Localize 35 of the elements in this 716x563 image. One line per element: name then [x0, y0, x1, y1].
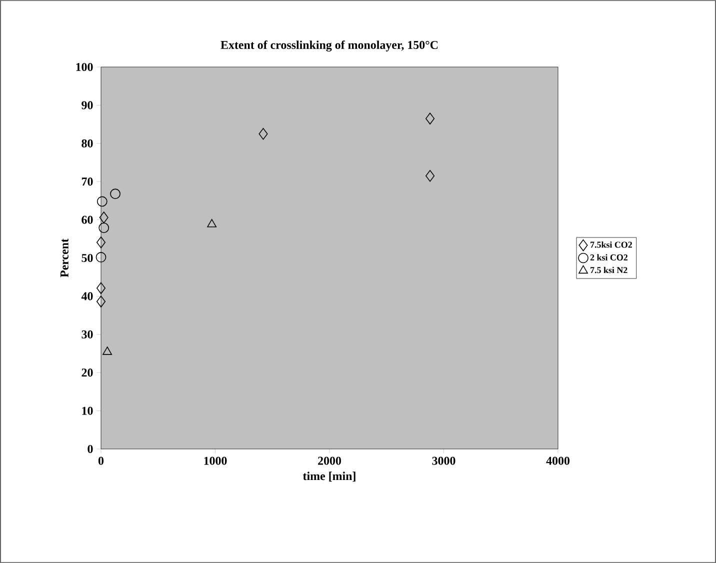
x-axis-title: time [min]: [302, 472, 356, 482]
y-tick-label: 40: [81, 292, 93, 300]
legend-label: 7.5 ksi N2: [590, 266, 628, 274]
point: [96, 196, 108, 207]
point: [207, 219, 217, 228]
x-tick-label: 2000: [318, 456, 341, 465]
point: [96, 236, 106, 248]
point: [96, 296, 106, 308]
point: [426, 170, 435, 182]
legend-label: 2 ksi CO2: [590, 254, 628, 260]
point: [426, 112, 435, 124]
chart-title: Extent of crosslinking of monolayer, 150°C: [220, 40, 438, 52]
x-tick-label: 1000: [204, 456, 227, 465]
point: [96, 252, 106, 262]
point: [98, 222, 110, 233]
point: [99, 212, 108, 224]
y-tick-label: 70: [82, 178, 93, 186]
y-tick-label: 30: [82, 330, 93, 338]
y-tick-label: 100: [76, 62, 93, 72]
y-tick-label: 80: [82, 139, 93, 148]
y-tick-label: 60: [82, 216, 93, 224]
y-tick-label: 0: [88, 444, 93, 454]
y-tick-label: 20: [82, 368, 93, 377]
x-tick-label: 4000: [546, 456, 570, 465]
y-tick-label: 10: [82, 406, 93, 415]
point: [110, 188, 120, 199]
y-axis-title: Percent: [60, 238, 68, 278]
point: [96, 282, 106, 294]
point: [102, 346, 112, 355]
legend-label: 7.5ksi CO2: [590, 241, 632, 248]
point: [258, 128, 268, 140]
x-tick-label: 3000: [432, 456, 456, 465]
y-tick-label: 90: [82, 101, 93, 110]
y-tick-label: 50: [82, 254, 93, 262]
x-tick-label: 0: [98, 456, 104, 465]
